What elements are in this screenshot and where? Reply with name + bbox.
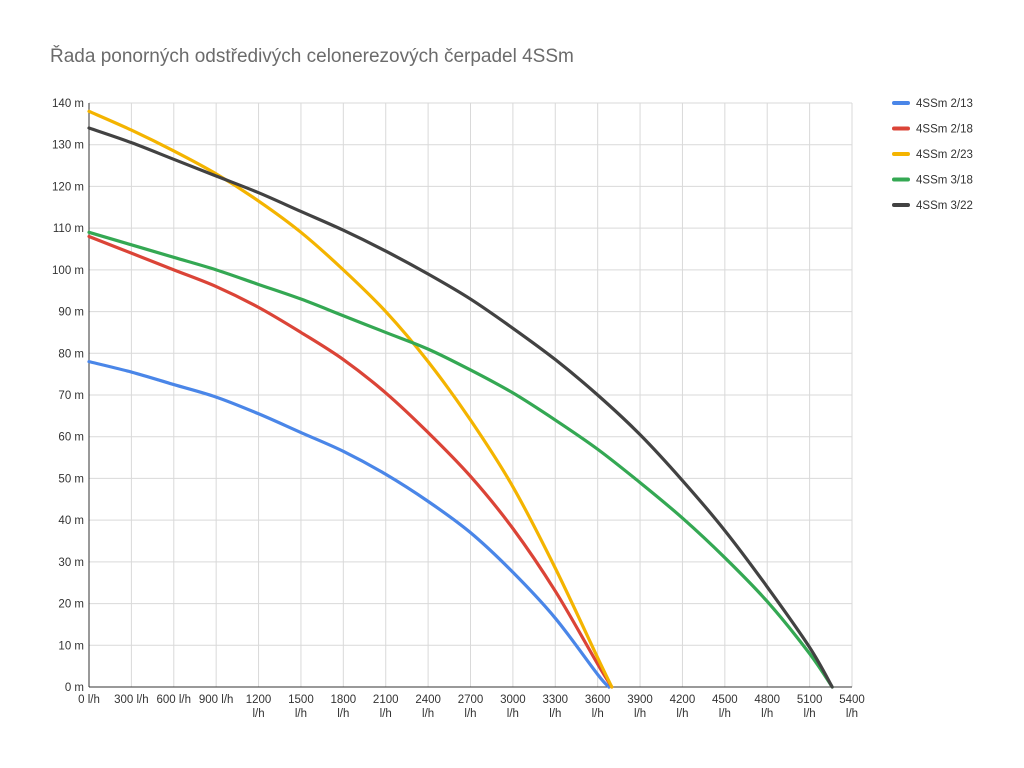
- x-tick-label: 3300 l/h: [542, 694, 568, 720]
- chart-title: Řada ponorných odstředivých celonerezový…: [50, 46, 574, 67]
- y-tick-label: 30 m: [58, 557, 84, 569]
- y-tick-label: 60 m: [58, 432, 84, 444]
- y-tick-label: 110 m: [53, 223, 84, 235]
- x-tick-label: 5400 l/h: [839, 694, 865, 720]
- x-tick-label: 1500 l/h: [288, 694, 314, 720]
- chart-series: [87, 109, 834, 689]
- y-tick-label: 120 m: [52, 181, 84, 193]
- x-tick-label: 2700 l/h: [458, 694, 484, 720]
- y-tick-label: 80 m: [58, 348, 84, 360]
- x-tick-label: 0 l/h: [78, 694, 100, 706]
- x-tick-label: 5100 l/h: [797, 694, 823, 720]
- legend-label: 4SSm 2/13: [916, 98, 973, 110]
- x-tick-label: 2100 l/h: [373, 694, 399, 720]
- x-tick-label: 600 l/h: [157, 694, 192, 706]
- y-tick-label: 0 m: [65, 682, 84, 694]
- series-line-3: [87, 109, 614, 689]
- x-tick-label: 4500 l/h: [712, 694, 738, 720]
- x-tick-label: 4800 l/h: [754, 694, 780, 720]
- x-tick-label: 300 l/h: [114, 694, 149, 706]
- chart-grid: [88, 102, 853, 688]
- y-tick-label: 40 m: [58, 515, 84, 527]
- y-tick-label: 20 m: [58, 599, 84, 611]
- y-tick-label: 100 m: [52, 265, 84, 277]
- x-tick-label: 4200 l/h: [670, 694, 696, 720]
- x-tick-label: 3600 l/h: [585, 694, 611, 720]
- x-tick-label: 2400 l/h: [415, 694, 441, 720]
- series-line-2: [87, 234, 614, 689]
- y-tick-label: 140 m: [52, 98, 84, 110]
- legend-label: 4SSm 2/23: [916, 149, 973, 161]
- y-tick-label: 130 m: [52, 140, 84, 152]
- x-tick-label: 1800 l/h: [331, 694, 357, 720]
- y-tick-label: 90 m: [58, 307, 84, 319]
- x-tick-label: 3900 l/h: [627, 694, 653, 720]
- series-line-5: [87, 126, 834, 689]
- series-line-4: [87, 230, 834, 689]
- chart-axes: [88, 103, 852, 688]
- y-tick-label: 10 m: [58, 640, 84, 652]
- legend-label: 4SSm 2/18: [916, 124, 973, 136]
- y-axis-ticks: 0 m 10 m 20 m 30 m 40 m 50 m 60 m 70 m 80 m 90 m 1…: [52, 98, 84, 694]
- y-tick-label: 70 m: [58, 390, 84, 402]
- series-line-1: [87, 360, 611, 689]
- x-tick-label: 3000 l/h: [500, 694, 526, 720]
- legend-label: 4SSm 3/22: [916, 200, 973, 212]
- x-tick-label: 1200 l/h: [246, 694, 272, 720]
- y-tick-label: 50 m: [58, 473, 84, 485]
- legend-label: 4SSm 3/18: [916, 175, 973, 187]
- chart-legend: 4SSm 2/13 4SSm 2/18 4SSm 2/23 4SSm 3/18 4SSm…: [892, 98, 973, 212]
- x-tick-label: 900 l/h: [199, 694, 234, 706]
- x-axis-ticks: 0 l/h 300 l/h 600 l/h 900 l/h 1200 l/h 1500 l/h…: [78, 694, 865, 720]
